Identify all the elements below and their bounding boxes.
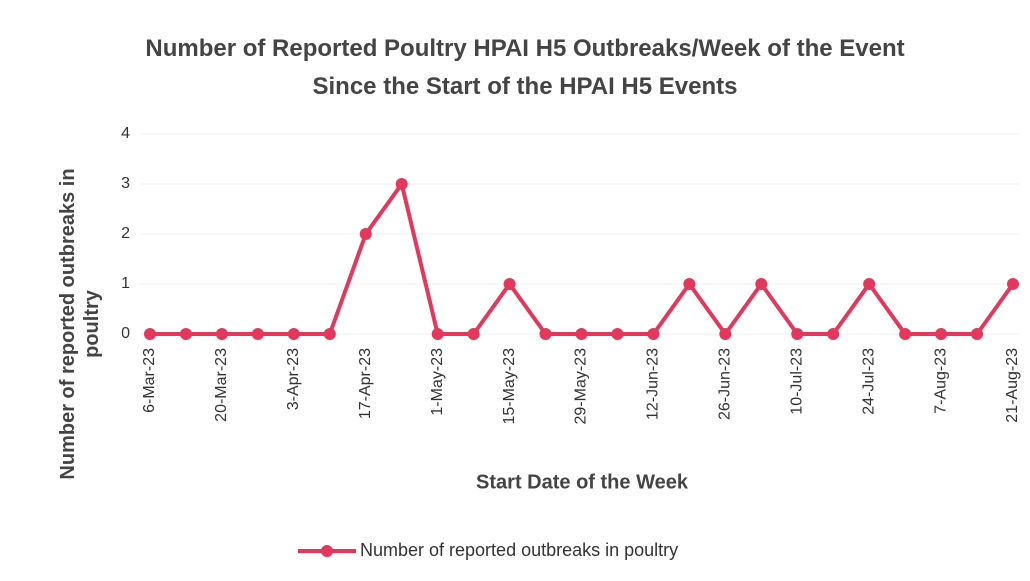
- x-axis-label: Start Date of the Week: [476, 471, 689, 493]
- x-tick-label: 29-May-23: [573, 348, 590, 425]
- data-point: [719, 328, 732, 340]
- data-point: [179, 328, 192, 340]
- data-point: [251, 328, 264, 340]
- x-tick-label: 12-Jun-23: [645, 348, 662, 420]
- x-tick-label: 3-Apr-23: [285, 348, 302, 410]
- data-point: [144, 328, 156, 340]
- x-tick-label: 1-May-23: [429, 348, 446, 416]
- data-point: [863, 278, 876, 290]
- y-tick-label: 4: [121, 125, 130, 142]
- data-point: [539, 328, 552, 340]
- y-axis-label: Number of reported outbreaks in poultry: [57, 168, 103, 480]
- data-point: [215, 328, 228, 340]
- data-point: [395, 178, 408, 190]
- data-point: [899, 328, 912, 340]
- data-point: [611, 328, 624, 340]
- chart-title: Number of Reported Poultry HPAI H5 Outbr…: [145, 35, 905, 100]
- data-point: [467, 328, 480, 340]
- x-tick-label: 7-Aug-23: [932, 348, 949, 414]
- data-point: [755, 278, 768, 290]
- data-point: [431, 328, 444, 340]
- data-point: [575, 328, 588, 340]
- data-point: [503, 278, 516, 290]
- data-point: [1007, 278, 1019, 290]
- y-tick-label: 1: [121, 275, 130, 292]
- x-tick-label: 20-Mar-23: [213, 348, 230, 422]
- x-tick-label: 15-May-23: [501, 348, 518, 425]
- data-point: [683, 278, 696, 290]
- data-point: [647, 328, 660, 340]
- x-tick-label: 10-Jul-23: [788, 348, 805, 415]
- x-tick-label: 21-Aug-23: [1004, 348, 1021, 423]
- data-point: [323, 328, 336, 340]
- data-point: [935, 328, 948, 340]
- series-line: [150, 182, 1015, 336]
- y-tick-label: 2: [121, 225, 130, 242]
- x-tick-label: 24-Jul-23: [860, 348, 877, 415]
- x-tick-label: 17-Apr-23: [357, 348, 374, 419]
- data-point: [971, 328, 984, 340]
- data-point: [827, 328, 840, 340]
- data-point: [359, 228, 372, 240]
- legend-marker: [321, 545, 333, 557]
- x-tick-label: 26-Jun-23: [717, 348, 734, 420]
- data-point: [791, 328, 804, 340]
- y-tick-label: 0: [121, 325, 130, 342]
- y-tick-label: 3: [121, 175, 130, 192]
- data-point: [287, 328, 300, 340]
- x-tick-label: 6-Mar-23: [141, 348, 158, 413]
- legend-label: Number of reported outbreaks in poultry: [360, 540, 678, 560]
